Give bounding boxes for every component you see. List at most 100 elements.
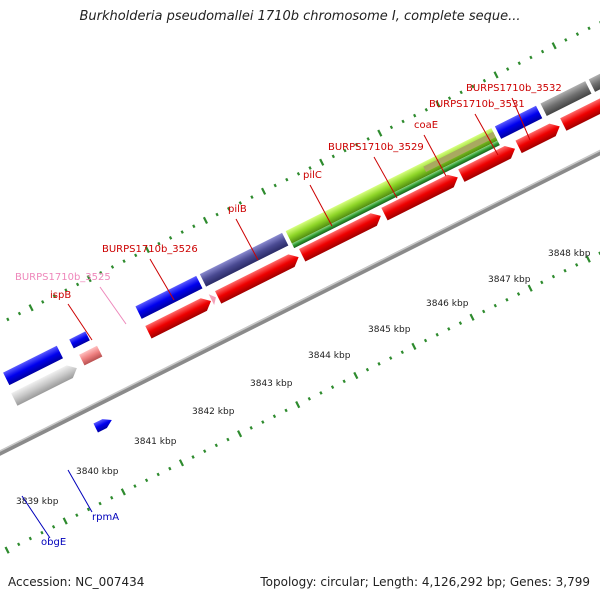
scale-label: 3845 kbp	[368, 325, 411, 335]
cds-arrow-obgE[interactable]	[11, 362, 80, 406]
scale-tick-lower	[423, 338, 428, 343]
scale-tick-lower	[133, 484, 137, 488]
scale-tick-lower	[178, 459, 185, 467]
scale-tick-upper	[110, 265, 115, 269]
feature-label-obgE[interactable]: obgE	[41, 537, 66, 548]
cds-arrow-ispB[interactable]	[145, 295, 214, 339]
feature-label-rpmA[interactable]: rpmA	[92, 512, 119, 523]
gene-bar-left-small[interactable]	[93, 415, 114, 433]
scale-tick-upper	[122, 259, 126, 263]
scale-tick-upper	[238, 201, 242, 205]
scale-tick-upper	[435, 100, 441, 108]
scale-tick-lower	[458, 321, 463, 325]
gene-bar-rpmA[interactable]	[69, 331, 90, 349]
gene-bar-BURPS1710b_3532[interactable]	[588, 72, 600, 92]
scale-tick-upper	[319, 158, 325, 166]
scale-label: 3847 kbp	[488, 275, 531, 285]
gene-bar-shadow[interactable]	[291, 140, 500, 249]
scale-tick-upper	[168, 236, 173, 240]
scale-tick-upper	[215, 212, 219, 217]
scale-tick-lower	[237, 430, 243, 438]
cds-arrow-BURPS1710b_3529[interactable]	[458, 142, 518, 182]
feature-label-coaE[interactable]: coaE	[414, 120, 438, 131]
scale-tick-upper	[447, 96, 452, 101]
scale-tick-upper	[354, 142, 359, 147]
feature-label-ispB[interactable]: ispB	[50, 290, 71, 301]
chromosome-backbone	[0, 112, 600, 492]
scale-label: 3844 kbp	[308, 351, 351, 361]
scale-tick-upper	[506, 67, 510, 71]
scale-tick-upper	[134, 253, 138, 258]
leader-line-rpmA	[67, 469, 93, 513]
scale-tick-upper	[540, 49, 545, 54]
gene-bar-obgE[interactable]	[3, 345, 64, 386]
gene-bar-BURPS1710b_3529[interactable]	[423, 131, 496, 173]
scale-tick-lower	[342, 379, 346, 384]
feature-label-pilB[interactable]: pilB	[228, 204, 247, 215]
scale-tick-upper	[52, 294, 56, 298]
scale-tick-lower	[319, 391, 323, 395]
scale-tick-upper	[564, 38, 568, 42]
scale-tick-lower	[307, 396, 311, 401]
scale-tick-upper	[64, 288, 68, 293]
cds-arrow-pilC[interactable]	[381, 171, 461, 221]
scale-tick-lower	[411, 342, 417, 351]
scale-tick-upper	[296, 172, 301, 176]
scale-tick-lower	[585, 255, 591, 263]
scale-tick-lower	[284, 408, 288, 413]
feature-label-BURPS1710b_3525[interactable]: BURPS1710b_3525	[15, 272, 111, 283]
scale-tick-upper	[331, 154, 335, 159]
gene-bar-coaE[interactable]	[494, 105, 543, 139]
scale-label: 3846 kbp	[426, 299, 469, 309]
scale-tick-upper	[180, 230, 184, 234]
cds-arrow-BURPS1710b_3526[interactable]	[215, 251, 302, 304]
gene-bar-ispB[interactable]	[135, 275, 203, 319]
feature-label-BURPS1710b_3529[interactable]: BURPS1710b_3529	[328, 142, 424, 153]
scale-tick-upper	[202, 216, 209, 225]
scale-tick-lower	[400, 350, 404, 355]
scale-tick-upper	[227, 206, 231, 211]
scale-tick-upper	[389, 125, 394, 130]
cds-arrow-BURPS1710b_3531[interactable]	[560, 93, 600, 131]
cds-arrow-coaE[interactable]	[515, 120, 562, 154]
scale-tick-upper	[144, 245, 150, 254]
scale-tick-lower	[575, 263, 579, 267]
scale-label: 3840 kbp	[76, 467, 119, 477]
scale-tick-lower	[389, 356, 393, 360]
scale-tick-upper	[343, 148, 347, 153]
scale-tick-lower	[17, 542, 21, 547]
scale-label: 3841 kbp	[134, 437, 177, 447]
scale-tick-lower	[505, 297, 509, 302]
scale-tick-lower	[551, 274, 556, 279]
scale-tick-lower	[191, 455, 195, 459]
scale-label: 3842 kbp	[192, 407, 235, 417]
scale-tick-lower	[272, 414, 277, 419]
feature-label-BURPS1710b_3532[interactable]: BURPS1710b_3532	[466, 83, 562, 94]
gene-bar-BURPS1710b_3531[interactable]	[540, 81, 592, 117]
feature-label-pilC[interactable]: pilC	[303, 170, 322, 181]
scale-tick-lower	[493, 303, 497, 308]
scale-tick-lower	[4, 546, 10, 554]
scale-tick-upper	[261, 187, 267, 195]
cds-arrow-BURPS1710b_3525[interactable]	[208, 292, 219, 305]
scale-tick-lower	[330, 385, 335, 389]
cds-arrow-rpmA[interactable]	[79, 345, 103, 366]
scale-tick-upper	[493, 71, 499, 79]
feature-label-BURPS1710b_3531[interactable]: BURPS1710b_3531	[429, 99, 525, 110]
chromosome-backbone-highlight	[0, 111, 600, 490]
scale-tick-lower	[28, 536, 32, 541]
scale-tick-upper	[482, 78, 487, 83]
scale-tick-upper	[192, 224, 196, 229]
scale-label: 3839 kbp	[16, 497, 59, 507]
scale-tick-upper	[285, 177, 289, 182]
gene-bar-BURPS1710b_3526[interactable]	[199, 232, 289, 287]
scale-tick-lower	[261, 420, 265, 424]
scale-tick-lower	[516, 292, 521, 296]
scale-tick-upper	[157, 241, 161, 246]
scale-tick-upper	[471, 84, 475, 89]
scale-tick-upper	[86, 274, 92, 283]
cds-arrow-pilB[interactable]	[299, 210, 384, 262]
accession-label: Accession: NC_007434	[8, 575, 145, 589]
feature-label-BURPS1710b_3526[interactable]: BURPS1710b_3526	[102, 244, 198, 255]
